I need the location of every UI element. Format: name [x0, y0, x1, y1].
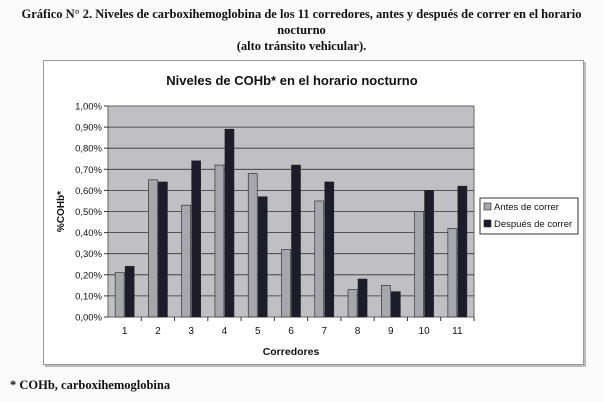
y-tick-label: 0,10% [75, 291, 102, 302]
bar-despues [457, 185, 468, 318]
bar-despues [191, 160, 201, 318]
bar-antes [414, 211, 424, 318]
legend-swatch [483, 219, 492, 228]
bar-antes [314, 200, 325, 318]
y-tick-label: 1,00% [75, 102, 102, 113]
y-tick-label: 0,70% [75, 165, 102, 176]
bar-antes [347, 289, 358, 318]
y-tick-label: 0,20% [75, 270, 102, 281]
bar-despues [424, 190, 434, 318]
bar-despues [391, 291, 401, 318]
bar-antes [214, 164, 225, 318]
caption-line-1: Gráfico N° 2. Niveles de carboxihemoglob… [21, 7, 582, 37]
x-axis-label: Corredores [263, 346, 320, 358]
y-tick-label: 0,50% [75, 207, 102, 218]
bar-antes [447, 228, 458, 318]
x-tick-label: 2 [155, 326, 161, 337]
chart-title: Niveles de COHb* en el horario nocturno [166, 73, 417, 88]
y-tick-label: 0,90% [75, 123, 102, 134]
bar-antes [281, 249, 291, 318]
legend-label: Después de correr [494, 219, 572, 230]
x-tick-label: 11 [452, 326, 463, 337]
caption-line-2: (alto tránsito vehicular). [236, 39, 367, 53]
legend-box [479, 197, 579, 235]
bar-despues [291, 164, 301, 318]
bar-despues [357, 278, 368, 318]
y-axis-label: %COHb* [56, 191, 67, 232]
footnote: * COHb, carboxihemoglobina [10, 378, 171, 392]
x-tick-label: 5 [255, 326, 261, 337]
bar-antes [114, 272, 125, 318]
x-tick-label: 10 [419, 326, 431, 337]
legend-swatch [483, 202, 492, 211]
y-tick-label: 0,60% [75, 186, 102, 197]
legend-label: Antes de correr [494, 202, 559, 213]
bar-despues [257, 196, 268, 318]
bar-chart: Niveles de COHb* en el horario nocturno 0… [56, 73, 579, 358]
bar-despues [124, 266, 135, 318]
y-tick-label: 0,00% [75, 313, 102, 324]
x-tick-label: 1 [122, 326, 128, 337]
bar-despues [324, 181, 335, 318]
bar-despues [224, 128, 235, 318]
x-tick-label: 6 [288, 326, 294, 337]
x-tick-label: 7 [321, 326, 327, 337]
y-tick-label: 0,30% [75, 249, 102, 260]
x-tick-label: 8 [355, 326, 361, 337]
chart-frame: Niveles de COHb* en el horario nocturno 0… [43, 60, 584, 365]
figure-caption: Gráfico N° 2. Niveles de carboxihemoglob… [0, 6, 603, 54]
bar-antes [381, 285, 391, 318]
x-tick-label: 4 [222, 326, 228, 337]
y-tick-label: 0,40% [75, 228, 102, 239]
bar-antes [148, 179, 158, 318]
bar-antes [247, 173, 258, 318]
x-tick-label: 9 [388, 326, 394, 337]
x-tick-label: 3 [188, 326, 194, 337]
y-tick-label: 0,80% [75, 144, 102, 155]
bar-antes [181, 204, 191, 318]
bar-despues [158, 181, 168, 318]
